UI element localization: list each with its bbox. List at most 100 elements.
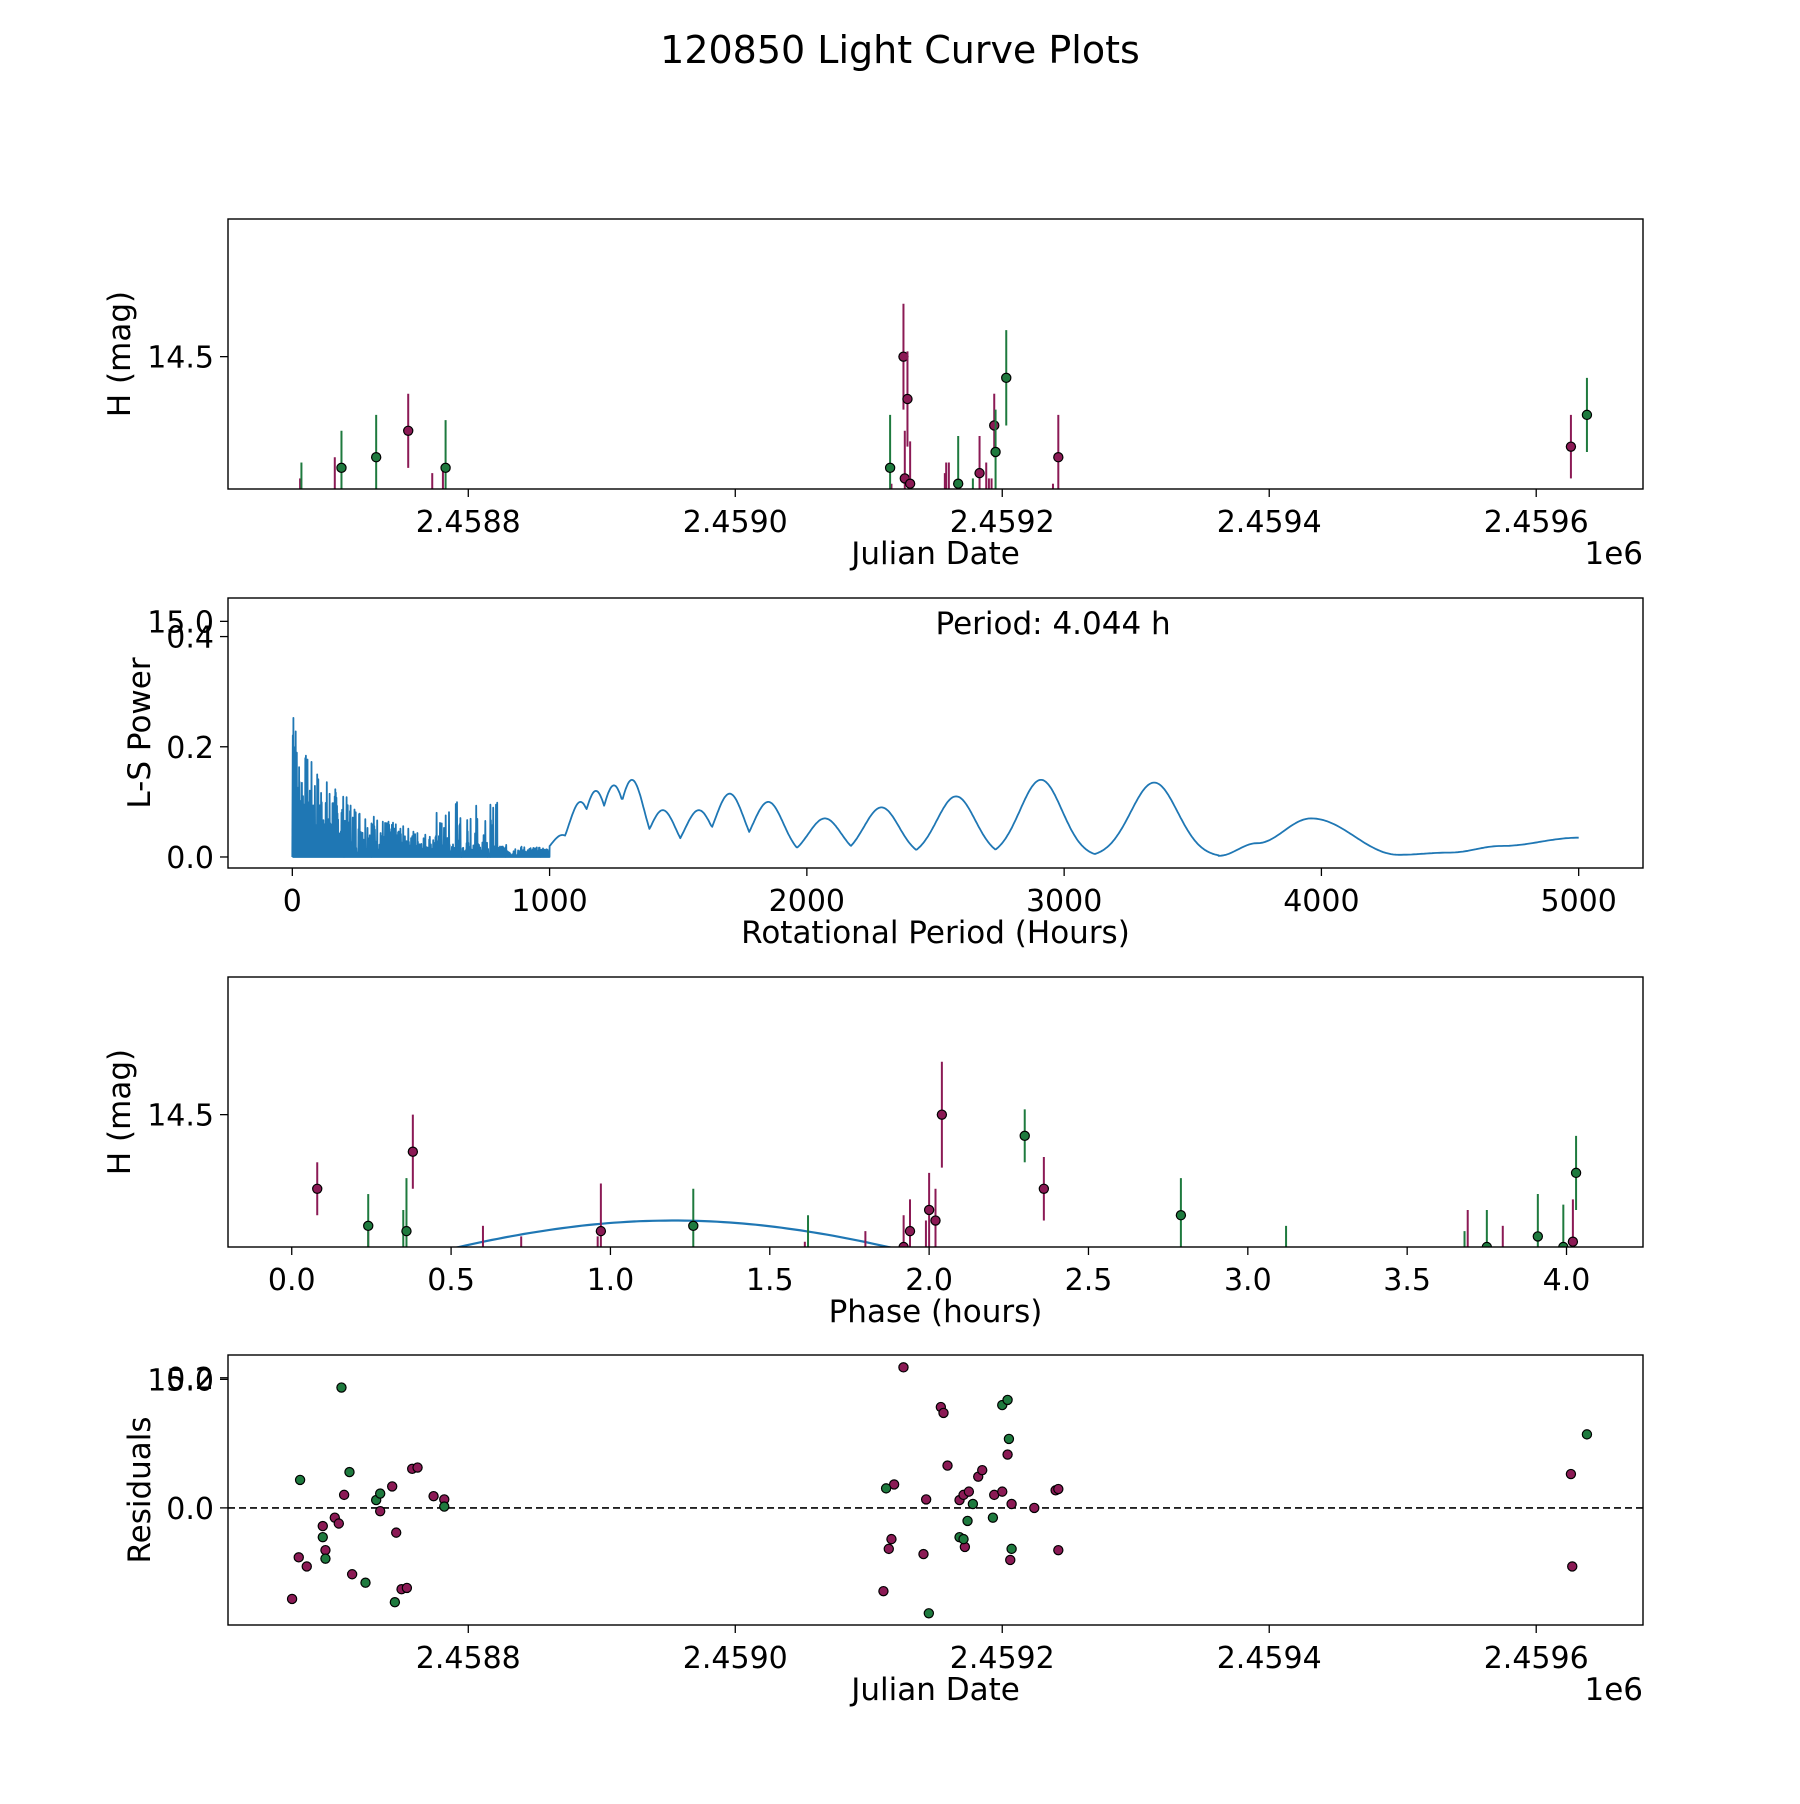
data-point (1570, 1167, 1582, 1179)
x-tick-label: 2.0 (905, 1263, 953, 1298)
data-point (439, 1501, 450, 1512)
x-tick-label: 5000 (1541, 884, 1617, 919)
data-point (412, 1462, 423, 1473)
x-tick-label: 2.4588 (416, 1641, 521, 1676)
data-point (778, 1311, 787, 1320)
x-tick-label: 2.4594 (1217, 505, 1322, 540)
data-point (657, 1364, 666, 1373)
x-tick-label: 4.0 (1543, 1263, 1591, 1298)
data-point (333, 1518, 344, 1529)
data-point (923, 1608, 935, 1619)
data-point (407, 1146, 419, 1157)
plot-area (312, 1061, 1582, 1394)
y-tick-label: 14.5 (147, 341, 214, 376)
data-point (1329, 1311, 1338, 1320)
data-point (884, 462, 896, 474)
data-point (428, 1490, 439, 1502)
data-point (644, 1317, 653, 1326)
data-point (952, 478, 964, 489)
data-point (880, 1483, 892, 1494)
data-point (987, 1512, 999, 1523)
data-point (390, 1527, 402, 1538)
axes-frame (227, 218, 1644, 490)
data-point (346, 1569, 358, 1580)
data-point (1192, 1306, 1201, 1315)
data-point (386, 1481, 398, 1492)
data-point (631, 1317, 640, 1326)
data-point (1019, 1130, 1030, 1142)
data-point (376, 553, 385, 562)
data-point (401, 611, 410, 620)
data-point (1195, 1295, 1204, 1304)
data-point (320, 1544, 331, 1556)
x-tick-label: 3.0 (1224, 1263, 1272, 1298)
x-tick-label: 2.4594 (1217, 1641, 1322, 1676)
data-point (1313, 1306, 1322, 1315)
x-tick-label: 3000 (1026, 884, 1102, 919)
data-point (902, 393, 913, 405)
data-point (1558, 1241, 1569, 1247)
data-point (997, 1486, 1008, 1497)
data-point (388, 543, 397, 552)
data-point (1281, 1258, 1290, 1267)
data-point (338, 1489, 350, 1501)
plot-area (299, 303, 1593, 626)
data-point (878, 1585, 889, 1597)
data-point (977, 1464, 988, 1476)
data-point (1412, 1375, 1421, 1384)
data-point (650, 1385, 659, 1394)
data-point (334, 521, 343, 530)
y-axis-label: Residuals (122, 1416, 158, 1563)
data-point (923, 1204, 935, 1216)
data-point (1313, 1317, 1322, 1326)
data-point (904, 478, 916, 489)
data-point (1175, 1210, 1187, 1221)
panel-lightcurve: 2.4588 2.4590 2.4592 2.4594 2.4596 15.0 14.5 Ju… (102, 218, 1644, 640)
data-point (1517, 1295, 1526, 1304)
data-point (1128, 1311, 1137, 1320)
x-tick-label: 2.4592 (950, 1641, 1055, 1676)
data-point (1053, 1544, 1064, 1556)
data-point (374, 1488, 386, 1499)
x-tick-label: 2.4590 (683, 1641, 788, 1676)
data-point (603, 1311, 612, 1320)
data-point (478, 1248, 487, 1257)
data-point (340, 553, 349, 562)
data-point (320, 611, 329, 620)
data-point (918, 1548, 929, 1560)
data-point (1141, 1274, 1150, 1283)
x-tick-label: 1.5 (746, 1263, 794, 1298)
data-point (654, 1317, 663, 1326)
data-point (920, 1494, 932, 1505)
data-point (360, 1577, 371, 1588)
data-point (403, 425, 414, 436)
data-point (740, 1375, 749, 1384)
data-point (1463, 1248, 1472, 1257)
data-point (1460, 1264, 1469, 1273)
data-point (886, 1533, 897, 1545)
data-point (861, 1274, 870, 1283)
data-point (301, 1561, 312, 1572)
x-tick-label: 2.4588 (416, 505, 521, 540)
x-tick-label: 1.0 (587, 1263, 635, 1298)
x-tick-label: 3.5 (1383, 1263, 1431, 1298)
x-offset-label: 1e6 (1584, 1672, 1643, 1708)
data-point (440, 462, 451, 474)
plot-area (228, 1362, 1643, 1619)
data-point (336, 462, 347, 474)
data-point (294, 1474, 306, 1486)
y-tick-label: 0.4 (166, 621, 214, 656)
x-axis-label: Rotational Period (Hours) (741, 915, 1130, 951)
data-point (958, 1533, 969, 1545)
panel-residuals: 2.4588 2.4590 2.4592 2.4594 2.4596 0.2 0.0 Juli… (122, 1354, 1644, 1708)
data-point (1053, 452, 1064, 463)
y-axis-label: L-S Power (122, 657, 158, 808)
data-point (390, 617, 399, 626)
data-point (1567, 1561, 1578, 1572)
panel-periodogram: 0 1000 2000 3000 4000 5000 0.0 0.2 0.4 Rotational… (122, 597, 1644, 951)
data-point (942, 1460, 953, 1471)
data-point (679, 1317, 688, 1326)
x-tick-label: 2.4596 (1484, 1641, 1589, 1676)
data-point (1434, 1301, 1443, 1310)
data-point (1532, 1231, 1544, 1242)
